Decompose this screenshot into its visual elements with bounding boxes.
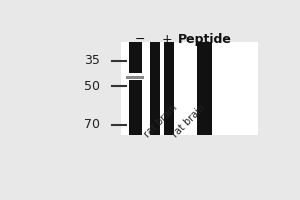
Bar [126,76,144,79]
Text: 70: 70 [84,118,100,131]
Text: 35: 35 [84,54,100,67]
Text: −: − [135,33,145,46]
Bar [128,73,143,80]
Text: Peptide: Peptide [178,33,232,46]
Text: rat brain: rat brain [170,103,207,140]
Bar [129,42,142,135]
Bar [164,42,173,135]
Text: 50: 50 [84,80,100,93]
Bar [150,42,160,135]
Text: +: + [161,33,172,46]
Text: rat brain: rat brain [142,103,179,140]
Bar [197,42,212,135]
Bar [121,42,258,135]
